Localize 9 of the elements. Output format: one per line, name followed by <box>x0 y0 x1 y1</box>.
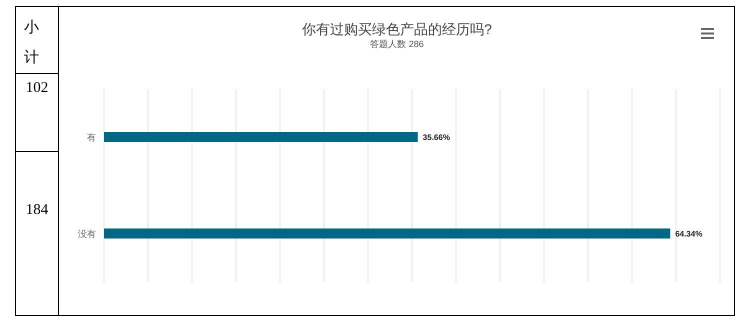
data-label: 35.66% <box>422 132 450 142</box>
data-label: 64.34% <box>675 229 702 238</box>
text: 102 <box>16 74 58 152</box>
chart-title: 你有过购买绿色产品的经历吗? <box>301 21 493 39</box>
y-tick-label: 没有 <box>78 228 96 239</box>
y-tick-label: 有 <box>87 132 96 142</box>
text: 184 <box>24 201 50 220</box>
text: 小计 <box>16 7 58 74</box>
chart-subtitle: 答题人数 286 <box>369 38 425 51</box>
